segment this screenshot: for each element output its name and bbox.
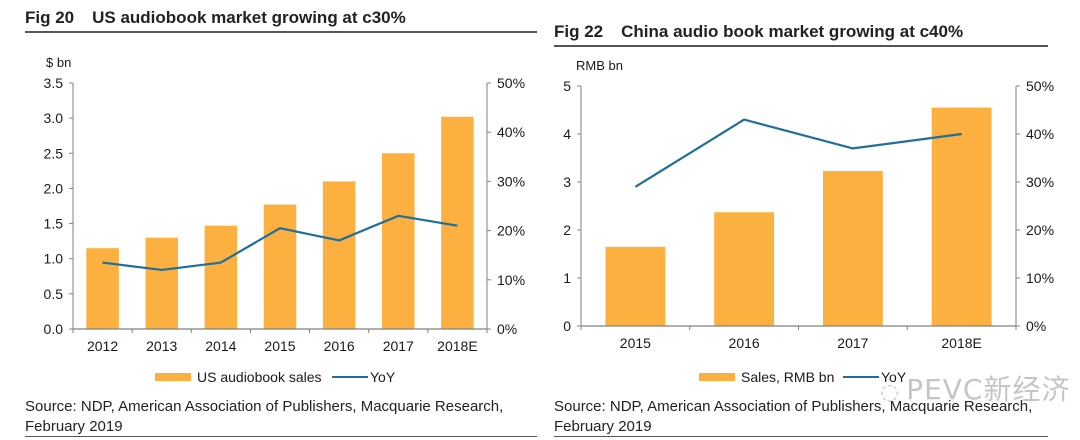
us-y2-tick-label: 20% bbox=[497, 223, 525, 239]
us-y2-tick-label: 10% bbox=[497, 272, 525, 288]
right-figure-number: Fig 22 bbox=[554, 22, 604, 41]
us-bar-2013 bbox=[145, 237, 178, 329]
us-legend-bar-label: US audiobook sales bbox=[197, 369, 322, 385]
us-y-tick-label: 2.0 bbox=[44, 180, 64, 196]
us-x-tick-label: 2015 bbox=[264, 338, 295, 354]
cn-yoy-line bbox=[634, 118, 962, 188]
cn-y2-tick-label: 40% bbox=[1026, 126, 1054, 142]
right-bottom-rule bbox=[554, 436, 1048, 437]
right-figure-heading: China audio book market growing at c40% bbox=[621, 22, 964, 41]
left-figure-number: Fig 20 bbox=[25, 8, 75, 27]
us-x-tick-label: 2012 bbox=[87, 338, 118, 354]
left-source-note: Source: NDP, American Association of Pub… bbox=[25, 397, 503, 437]
cn-y2-tick-label: 10% bbox=[1026, 270, 1054, 286]
cn-legend-bar-label: Sales, RMB bn bbox=[741, 369, 834, 385]
cn-x-tick-label: 2015 bbox=[620, 335, 651, 351]
us-bar-2014 bbox=[204, 225, 238, 329]
us-y-tick-label: 3.5 bbox=[44, 75, 64, 91]
cn-y-tick-label: 2 bbox=[563, 222, 571, 238]
us-y-tick-label: 1.5 bbox=[44, 216, 64, 232]
us-x-tick-label: 2018E bbox=[437, 338, 477, 354]
us-bar-2016 bbox=[322, 181, 356, 329]
cn-y-tick-label: 4 bbox=[563, 126, 571, 142]
left-title-rule bbox=[25, 31, 537, 33]
us-bar-2017 bbox=[382, 153, 415, 329]
right-source-note: Source: NDP, American Association of Pub… bbox=[554, 397, 1032, 437]
us-y2-tick-label: 50% bbox=[497, 75, 525, 91]
us-legend-bar-swatch bbox=[155, 373, 191, 381]
us-x-tick-label: 2016 bbox=[324, 338, 355, 354]
cn-y2-tick-label: 50% bbox=[1026, 78, 1054, 94]
cn-x-tick-label: 2017 bbox=[837, 335, 868, 351]
us-y-tick-label: 0.0 bbox=[44, 321, 64, 337]
left-figure-heading: US audiobook market growing at c30% bbox=[92, 8, 406, 27]
right-title-rule bbox=[554, 45, 1048, 47]
cn-y-tick-label: 5 bbox=[563, 78, 571, 94]
us-x-tick-label: 2017 bbox=[383, 338, 414, 354]
right-source-line1: Source: NDP, American Association of Pub… bbox=[554, 398, 1033, 415]
us-y-tick-label: 1.0 bbox=[44, 251, 64, 267]
wechat-icon: ◌ bbox=[880, 380, 901, 405]
us-legend-line-label: YoY bbox=[370, 369, 396, 385]
us-audiobook-chart: $ bn 0.0 0.5 1.0 1.5 2.0 2.5 3.0 3.5 0% 10% 20% 30% 4… bbox=[44, 55, 526, 385]
us-bar-2015 bbox=[263, 204, 297, 329]
left-source-line2: February 2019 bbox=[25, 418, 123, 435]
cn-x-tick-label: 2016 bbox=[729, 335, 760, 351]
left-source-line1: Source: NDP, American Association of Pub… bbox=[25, 398, 504, 415]
us-y2-tick-label: 30% bbox=[497, 173, 525, 189]
left-figure-title: Fig 20 US audiobook market growing at c30… bbox=[25, 8, 406, 28]
cn-legend-bar-swatch bbox=[699, 373, 735, 381]
us-x-tick-label: 2014 bbox=[205, 338, 236, 354]
us-y-axis-title: $ bn bbox=[46, 55, 71, 70]
us-bar-2012 bbox=[86, 248, 119, 329]
cn-bar-2017 bbox=[822, 170, 883, 326]
left-bottom-rule bbox=[25, 436, 537, 437]
cn-y-tick-label: 3 bbox=[563, 174, 571, 190]
us-y2-tick-label: 40% bbox=[497, 124, 525, 140]
cn-legend-line-label: YoY bbox=[881, 369, 907, 385]
cn-y2-tick-label: 0% bbox=[1026, 318, 1046, 334]
cn-y2-tick-label: 20% bbox=[1026, 222, 1054, 238]
us-y-tick-label: 2.5 bbox=[44, 145, 64, 161]
cn-y-axis-title: RMB bn bbox=[576, 58, 623, 73]
us-x-tick-label: 2013 bbox=[146, 338, 177, 354]
right-figure-title: Fig 22 China audio book market growing at… bbox=[554, 22, 963, 42]
us-y-tick-label: 0.5 bbox=[44, 286, 64, 302]
us-y-tick-label: 3.0 bbox=[44, 110, 64, 126]
cn-bar-2016 bbox=[714, 212, 775, 326]
cn-y-tick-label: 1 bbox=[563, 270, 571, 286]
right-source-line2: February 2019 bbox=[554, 418, 652, 435]
watermark-text: ◌ PEVC新经济 bbox=[880, 373, 1071, 406]
cn-bar-2015 bbox=[605, 246, 666, 326]
cn-y-tick-label: 0 bbox=[563, 318, 571, 334]
cn-y2-tick-label: 30% bbox=[1026, 174, 1054, 190]
us-y2-tick-label: 0% bbox=[497, 321, 517, 337]
cn-bar-2018E bbox=[931, 107, 992, 326]
cn-x-tick-label: 2018E bbox=[941, 335, 981, 351]
